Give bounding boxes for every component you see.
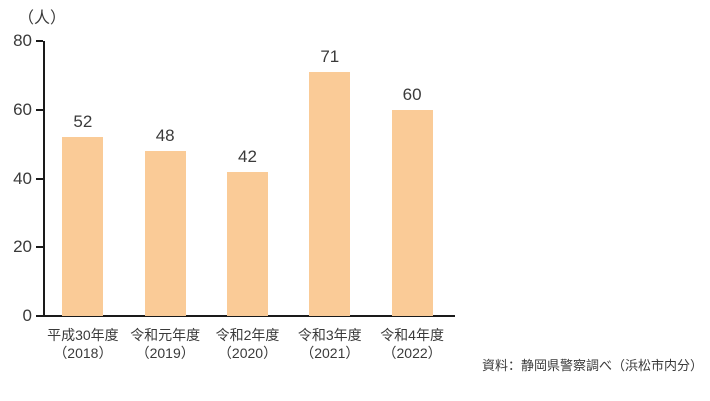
category-era-label: 令和2年度 <box>215 327 280 343</box>
y-axis-tick-label: 40 <box>13 168 32 188</box>
x-axis-category-label: 令和4年度 （2022） <box>357 326 467 363</box>
data-bar <box>227 171 268 316</box>
data-bar <box>309 71 351 316</box>
category-era-label: 令和4年度 <box>380 327 444 343</box>
y-axis-tick <box>36 108 43 111</box>
bar-value-label: 42 <box>238 146 257 166</box>
bar-value-label: 48 <box>155 126 175 145</box>
x-axis-category-label: 平成30年度 （2018） <box>28 326 138 363</box>
x-axis-category-label: 令和2年度 （2020） <box>193 326 303 363</box>
category-year-label: （2018） <box>53 345 113 362</box>
data-bar <box>144 151 186 316</box>
data-bar <box>62 137 104 316</box>
y-axis-tick <box>36 246 43 249</box>
y-axis-tick <box>36 177 43 180</box>
x-axis-category-label: 令和元年度 （2019） <box>110 326 220 363</box>
y-axis-line <box>43 41 45 317</box>
y-axis-tick-label: 60 <box>13 99 32 119</box>
source-note: 資料：静岡県警察調べ（浜松市内分） <box>481 358 703 373</box>
bar-value-label: 52 <box>73 112 93 132</box>
category-era-label: 令和元年度 <box>130 327 201 343</box>
category-year-label: （2022） <box>382 345 442 362</box>
bar-value-label: 60 <box>402 84 422 104</box>
data-bar <box>391 109 433 316</box>
category-era-label: 令和3年度 <box>297 327 362 343</box>
category-year-label: （2019） <box>135 345 195 362</box>
x-axis-line <box>43 315 455 317</box>
x-axis-category-label: 令和3年度 （2021） <box>275 326 385 363</box>
y-axis-tick-label: 80 <box>13 31 32 50</box>
category-year-label: （2021） <box>300 345 360 362</box>
y-axis-unit-label: （人） <box>18 10 67 27</box>
y-axis-tick-label: 0 <box>22 306 32 325</box>
category-year-label: （2020） <box>217 345 278 362</box>
category-era-label: 平成30年度 <box>47 327 119 343</box>
bar-value-label: 71 <box>320 46 340 66</box>
y-axis-tick <box>36 315 43 317</box>
y-axis-tick-label: 20 <box>13 237 32 257</box>
y-axis-tick <box>36 40 43 42</box>
